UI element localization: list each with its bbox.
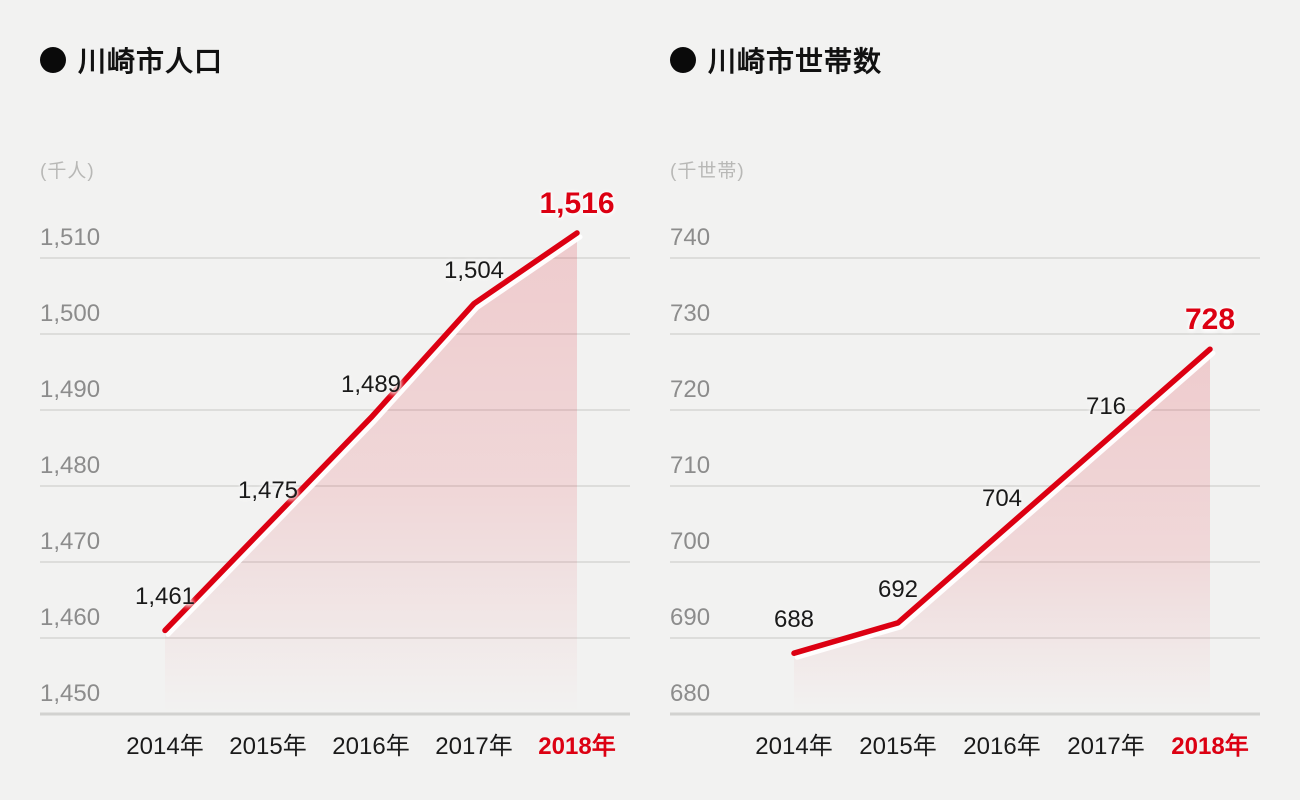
y-axis-unit-label: (千世帯) (670, 161, 745, 182)
data-point-label: 728 (1184, 303, 1236, 337)
data-point-label: 1,504 (443, 256, 505, 284)
data-point-label: 688 (773, 606, 815, 634)
x-axis-tick-label: 2016年 (332, 733, 410, 760)
data-point-label: 1,489 (340, 370, 402, 398)
x-axis-tick-label: 2018年 (538, 733, 616, 760)
y-axis-tick-label: 680 (670, 680, 711, 707)
y-axis-tick-label: 740 (670, 224, 711, 251)
y-axis-tick-label: 710 (670, 452, 711, 479)
page-title: 川崎市世帯数 (708, 46, 883, 77)
data-point-label: 704 (981, 484, 1023, 512)
page-title: 川崎市人口 (78, 46, 224, 77)
y-axis-tick-label: 1,460 (40, 604, 101, 631)
y-axis-tick-label: 1,470 (40, 528, 101, 555)
trend-line-shadow (165, 234, 583, 637)
y-axis-tick-label: 1,510 (40, 224, 101, 251)
trend-line-shadow (794, 350, 1216, 660)
data-point-label: 716 (1085, 393, 1127, 421)
x-axis-tick-label: 2014年 (126, 733, 204, 760)
data-point-label: 1,516 (539, 187, 615, 220)
data-point-label: 1,461 (134, 583, 196, 611)
y-axis-tick-label: 730 (670, 300, 711, 327)
x-axis-tick-label: 2017年 (1067, 733, 1145, 760)
y-axis-tick-label: 1,450 (40, 680, 101, 707)
households-chart-title: 川崎市世帯数 (670, 44, 882, 77)
y-axis-tick-label: 690 (670, 604, 711, 631)
y-axis-tick-label: 720 (670, 376, 711, 403)
trend-line (162, 230, 580, 634)
y-axis-tick-label: 1,500 (40, 300, 101, 327)
trend-line (791, 346, 1213, 656)
y-axis-tick-label: 1,480 (40, 452, 101, 479)
x-axis-tick-label: 2016年 (963, 733, 1041, 760)
x-axis-tick-label: 2015年 (229, 733, 307, 760)
x-axis-tick-label: 2018年 (1171, 733, 1249, 760)
bullet-icon (40, 47, 66, 73)
data-point-label: 1,475 (237, 477, 299, 504)
data-point-label: 692 (877, 575, 919, 603)
population-chart-title: 川崎市人口 (40, 44, 223, 77)
x-axis-tick-label: 2017年 (435, 733, 513, 760)
area-fill (165, 233, 577, 714)
y-axis-unit-label: (千人) (40, 161, 95, 182)
y-axis-tick-label: 1,490 (40, 376, 101, 403)
x-axis-tick-label: 2015年 (859, 733, 937, 760)
y-axis-tick-label: 700 (670, 528, 711, 555)
bullet-icon (670, 47, 696, 73)
x-axis-tick-label: 2014年 (755, 733, 833, 760)
